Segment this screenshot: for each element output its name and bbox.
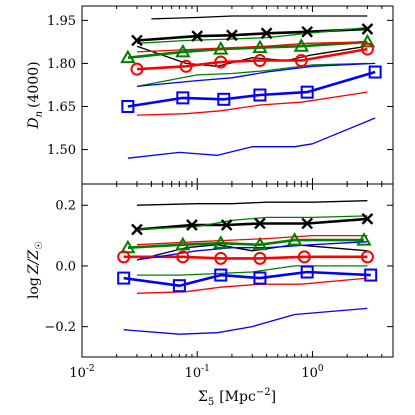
- series-line-upper: [151, 15, 368, 20]
- top-y-axis-label: Dn(4000): [26, 61, 45, 129]
- bottom-series-group: [117, 200, 378, 335]
- series-line-upper: [136, 200, 368, 206]
- data-point-square-marker: [176, 91, 190, 105]
- series-line-lower: [136, 62, 368, 88]
- data-point-triangle-marker: [356, 232, 372, 246]
- y-tick-label: 1.95: [47, 14, 76, 29]
- data-point-triangle-marker: [293, 38, 310, 52]
- data-point-x-marker: [301, 25, 314, 38]
- bottom-panel: −0.2 0.0 0.2 10-2 10-1 100 logZ/Z☉ Σ5 [Mpc−2]: [26, 183, 394, 408]
- data-point-triangle-marker: [252, 236, 268, 251]
- data-point-circle-marker: [179, 59, 193, 73]
- series-line-upper: [136, 234, 368, 246]
- data-point-circle-marker: [297, 250, 311, 264]
- series-line-upper: [136, 62, 376, 88]
- data-point-triangle-marker: [286, 232, 303, 246]
- data-point-triangle-marker: [175, 43, 191, 58]
- data-point-circle-marker: [176, 250, 190, 264]
- data-point-circle-marker: [253, 251, 267, 265]
- x-tick-label: 10-2: [69, 364, 94, 381]
- data-point-circle-marker: [294, 54, 308, 68]
- series-line-median: [136, 47, 368, 71]
- data-point-x-marker: [131, 34, 143, 47]
- data-point-x-marker: [301, 217, 314, 230]
- data-point-triangle-marker: [359, 33, 376, 48]
- data-point-x-marker: [220, 219, 233, 231]
- y-tick-label: 1.65: [47, 100, 76, 115]
- data-point-square-marker: [300, 85, 314, 99]
- x-tick-label: 10-1: [185, 364, 210, 381]
- series-line-lower: [123, 307, 368, 335]
- data-point-triangle-marker: [213, 235, 229, 249]
- data-point-x-marker: [226, 29, 238, 42]
- data-point-x-marker: [186, 219, 198, 231]
- data-point-triangle-marker: [213, 41, 229, 55]
- series-line-median: [136, 27, 368, 42]
- series-line-upper: [136, 215, 368, 231]
- series-line-lower: [136, 45, 368, 67]
- bottom-axes-frame: [81, 183, 394, 358]
- series-line-lower: [136, 91, 368, 116]
- data-point-x-marker: [361, 213, 374, 225]
- data-point-circle-marker: [360, 42, 374, 56]
- series-line-upper: [136, 41, 368, 53]
- data-point-square-marker: [253, 271, 267, 285]
- data-point-square-marker: [214, 268, 228, 282]
- series-line-median: [127, 70, 376, 108]
- data-point-circle-marker: [117, 250, 131, 264]
- series-line-median: [123, 255, 368, 260]
- y-tick-label: 0.0: [55, 259, 76, 274]
- data-point-triangle-marker: [252, 39, 268, 54]
- series-line-median: [136, 217, 368, 231]
- series-line-median: [127, 238, 364, 249]
- data-point-square-marker: [121, 99, 135, 113]
- data-point-x-marker: [131, 223, 143, 236]
- data-point-circle-marker: [360, 250, 374, 264]
- series-line-upper: [136, 26, 368, 44]
- data-point-circle-marker: [214, 251, 228, 265]
- series-line-median: [123, 270, 371, 288]
- series-line-lower: [127, 117, 376, 159]
- data-point-x-marker: [361, 23, 374, 35]
- data-point-circle-marker: [130, 62, 144, 76]
- data-point-circle-marker: [253, 54, 267, 68]
- top-ticks-group: 1.50 1.65 1.80 1.95: [47, 6, 394, 184]
- bottom-y-axis-label: logZ/Z☉: [26, 241, 45, 299]
- top-panel: 1.50 1.65 1.80 1.95 Dn(4000): [26, 5, 394, 185]
- top-series-group: [120, 15, 382, 159]
- data-point-x-marker: [254, 217, 266, 230]
- data-point-x-marker: [191, 30, 204, 42]
- y-tick-label: −0.2: [44, 320, 76, 335]
- data-point-square-marker: [217, 92, 231, 106]
- x-axis-label: Σ5 [Mpc−2]: [198, 387, 276, 408]
- data-point-circle-marker: [214, 55, 228, 69]
- x-tick-label: 100: [301, 364, 324, 381]
- data-point-triangle-marker: [120, 49, 136, 64]
- y-tick-label: 0.2: [55, 199, 76, 214]
- data-point-square-marker: [117, 271, 131, 285]
- data-point-triangle-marker: [175, 236, 191, 251]
- y-tick-label: 1.50: [47, 143, 76, 158]
- data-point-square-marker: [172, 279, 186, 293]
- series-line-median: [127, 40, 368, 59]
- y-tick-label: 1.80: [47, 57, 76, 72]
- data-point-square-marker: [368, 65, 382, 79]
- data-point-x-marker: [260, 27, 273, 40]
- data-point-square-marker: [364, 268, 378, 282]
- data-point-square-marker: [300, 265, 314, 279]
- bottom-ticks-group: −0.2 0.0 0.2 10-2 10-1 100: [44, 184, 394, 381]
- data-point-square-marker: [253, 88, 267, 102]
